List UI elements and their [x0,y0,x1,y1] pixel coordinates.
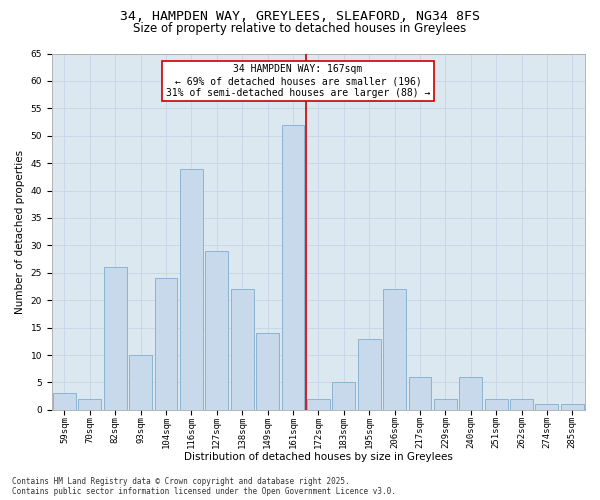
Bar [79,399,101,410]
Bar [510,399,533,410]
Bar [155,278,178,410]
Bar [358,338,380,410]
Bar [256,333,279,410]
Bar [231,289,254,410]
Bar [561,404,584,410]
Bar [180,168,203,410]
Bar [460,377,482,410]
Bar [383,289,406,410]
Bar [485,399,508,410]
Text: 34, HAMPDEN WAY, GREYLEES, SLEAFORD, NG34 8FS: 34, HAMPDEN WAY, GREYLEES, SLEAFORD, NG3… [120,10,480,23]
Y-axis label: Number of detached properties: Number of detached properties [15,150,25,314]
Bar [53,394,76,410]
Bar [104,268,127,410]
Bar [434,399,457,410]
X-axis label: Distribution of detached houses by size in Greylees: Distribution of detached houses by size … [184,452,453,462]
Bar [332,382,355,410]
Bar [535,404,559,410]
Bar [129,355,152,410]
Text: Contains HM Land Registry data © Crown copyright and database right 2025.
Contai: Contains HM Land Registry data © Crown c… [12,476,396,496]
Bar [281,125,304,410]
Bar [205,251,228,410]
Text: 34 HAMPDEN WAY: 167sqm
← 69% of detached houses are smaller (196)
31% of semi-de: 34 HAMPDEN WAY: 167sqm ← 69% of detached… [166,64,430,98]
Bar [409,377,431,410]
Bar [307,399,330,410]
Text: Size of property relative to detached houses in Greylees: Size of property relative to detached ho… [133,22,467,35]
